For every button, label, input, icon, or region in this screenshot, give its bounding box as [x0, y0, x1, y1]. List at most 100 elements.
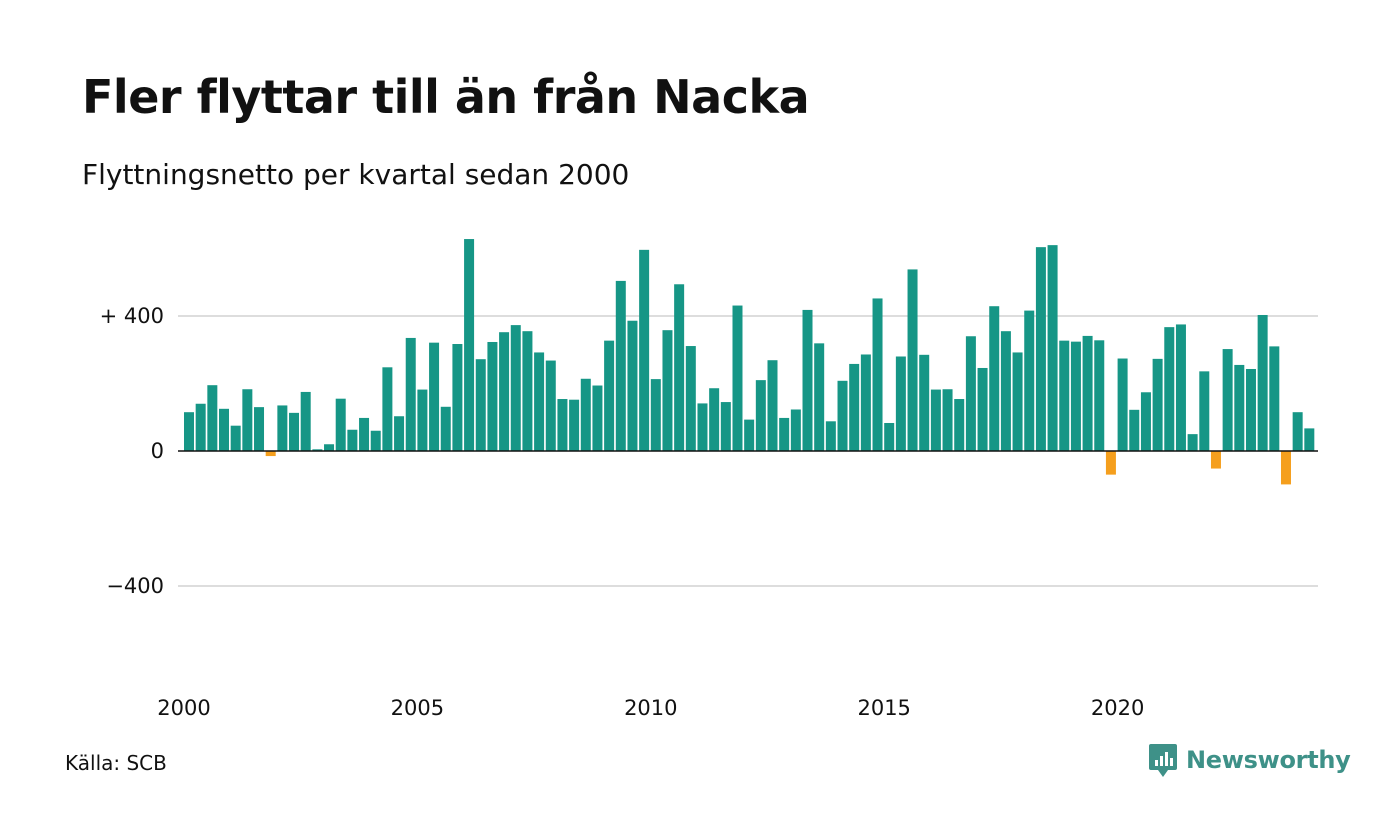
bar — [581, 379, 591, 451]
x-tick-label: 2010 — [624, 696, 677, 720]
bar — [464, 239, 474, 451]
bar — [826, 421, 836, 451]
bar — [803, 310, 813, 451]
bar — [1199, 371, 1209, 451]
bar — [1258, 315, 1268, 451]
brand-name: Newsworthy — [1186, 746, 1351, 774]
bar — [1036, 247, 1046, 451]
bar — [1211, 451, 1221, 469]
bar — [219, 409, 229, 451]
bar — [662, 330, 672, 451]
bar — [1001, 331, 1011, 451]
bar — [768, 360, 778, 451]
x-tick-label: 2015 — [857, 696, 910, 720]
bar — [919, 355, 929, 451]
bar — [744, 420, 754, 451]
bar — [429, 343, 439, 451]
bar — [406, 338, 416, 451]
bar — [674, 284, 684, 451]
bar — [779, 418, 789, 451]
bar — [371, 431, 381, 451]
bar — [849, 364, 859, 451]
bar — [1059, 341, 1069, 451]
bar — [1106, 451, 1116, 475]
bar — [896, 357, 906, 452]
bar — [266, 451, 276, 456]
bar — [394, 416, 404, 451]
bar — [441, 407, 451, 451]
bar — [592, 386, 602, 451]
bar — [1246, 369, 1256, 451]
bar — [1293, 412, 1303, 451]
bar — [1176, 324, 1186, 451]
bar — [1071, 342, 1081, 451]
brand-logo: Newsworthy — [1148, 742, 1351, 778]
bar — [1188, 434, 1198, 451]
bar — [978, 368, 988, 451]
bar — [289, 413, 299, 451]
bar — [324, 444, 334, 451]
bar — [1118, 359, 1128, 451]
bar — [651, 379, 661, 451]
bars-layer — [184, 239, 1314, 484]
bar — [1141, 392, 1151, 451]
x-tick-label: 2000 — [157, 696, 210, 720]
bar — [207, 385, 217, 451]
bar — [697, 403, 707, 451]
bar — [382, 367, 392, 451]
y-tick-label: −400 — [106, 574, 164, 598]
bar — [511, 325, 521, 451]
source-note: Källa: SCB — [65, 751, 167, 775]
bar — [721, 402, 731, 451]
bar — [1164, 327, 1174, 451]
bar — [686, 346, 696, 451]
newsworthy-logo-icon — [1148, 742, 1178, 778]
bar — [347, 430, 357, 451]
bar — [1129, 410, 1139, 451]
bar — [1083, 336, 1093, 451]
bar — [639, 250, 649, 451]
bar — [1304, 428, 1314, 451]
bar — [277, 405, 287, 451]
y-tick-label: + 400 — [100, 304, 164, 328]
bar — [791, 409, 801, 451]
bar — [732, 306, 742, 451]
bar — [1048, 245, 1058, 451]
bar — [557, 399, 567, 451]
bar — [534, 352, 544, 451]
bar — [1024, 311, 1034, 451]
bar — [487, 342, 497, 451]
bar — [231, 426, 241, 451]
bar — [1234, 365, 1244, 451]
bar — [417, 390, 427, 451]
x-tick-label: 2005 — [391, 696, 444, 720]
bar — [966, 336, 976, 451]
bar — [1153, 359, 1163, 451]
y-tick-label: 0 — [151, 439, 164, 463]
bar — [627, 321, 637, 451]
bar — [908, 269, 918, 451]
bar — [242, 389, 252, 451]
bar — [546, 361, 556, 451]
bar — [604, 341, 614, 451]
bar — [476, 359, 486, 451]
bar — [254, 407, 264, 451]
bar — [709, 388, 719, 451]
bar — [1269, 346, 1279, 451]
bar — [301, 392, 311, 451]
bar — [756, 380, 766, 451]
bar — [569, 400, 579, 451]
bar — [884, 423, 894, 451]
bar — [861, 354, 871, 451]
bar — [1281, 451, 1291, 484]
bar — [196, 404, 206, 451]
bar — [1223, 349, 1233, 451]
bar — [616, 281, 626, 451]
bar — [1013, 352, 1023, 451]
bar — [931, 390, 941, 451]
bar — [814, 343, 824, 451]
bar — [522, 331, 532, 451]
bar — [336, 399, 346, 451]
bar — [954, 399, 964, 451]
bar — [184, 412, 194, 451]
